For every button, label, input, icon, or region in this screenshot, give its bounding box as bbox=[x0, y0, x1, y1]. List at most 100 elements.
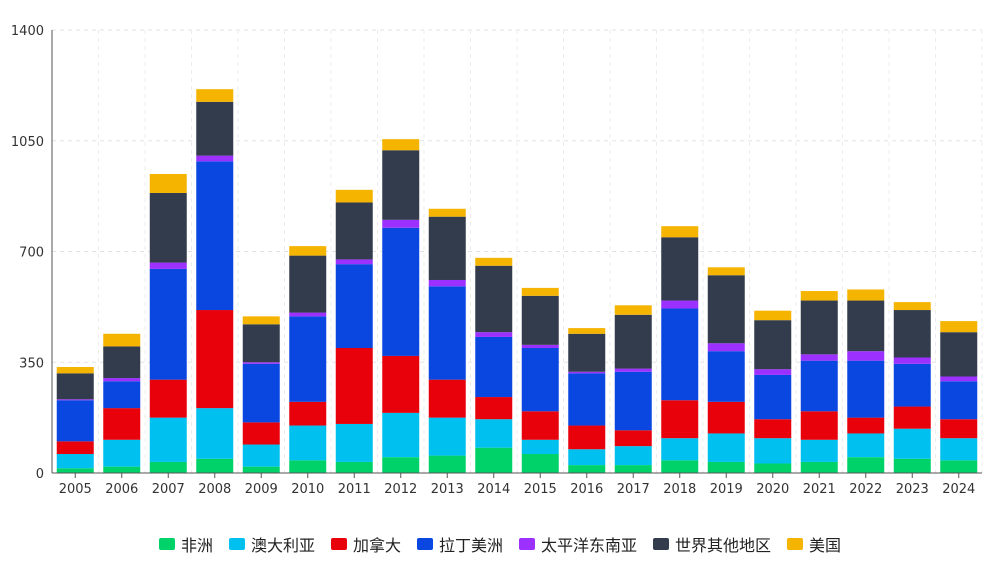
bar-segment bbox=[614, 305, 652, 315]
legend: 非洲 澳大利亚 加拿大 拉丁美洲 太平洋东南亚 世界其他地区 美国 bbox=[159, 536, 841, 555]
bar-segment bbox=[940, 419, 978, 439]
legend-label: 美国 bbox=[809, 536, 841, 555]
bar-segment bbox=[335, 259, 373, 265]
bar-segment bbox=[196, 89, 234, 102]
bar-segment bbox=[289, 255, 327, 313]
bar-segment bbox=[521, 348, 559, 412]
legend-item[interactable]: 世界其他地区 bbox=[653, 536, 771, 555]
bar-segment bbox=[335, 423, 373, 462]
bar-segment bbox=[568, 425, 606, 450]
bar-segment bbox=[56, 399, 94, 401]
bar-segment bbox=[56, 400, 94, 442]
x-tick-label: 2009 bbox=[245, 482, 278, 497]
legend-label: 拉丁美洲 bbox=[439, 536, 503, 555]
legend-item[interactable]: 加拿大 bbox=[331, 536, 401, 555]
bar-segment bbox=[614, 368, 652, 372]
legend-label: 加拿大 bbox=[353, 536, 401, 555]
x-tick-label: 2021 bbox=[803, 482, 836, 497]
bar-segment bbox=[614, 465, 652, 473]
legend-swatch bbox=[331, 538, 347, 550]
bar-segment bbox=[847, 360, 885, 418]
bar-segment bbox=[800, 411, 838, 440]
bar-segment bbox=[800, 360, 838, 412]
bar-segment bbox=[289, 246, 327, 256]
bar-segment bbox=[149, 192, 187, 263]
bar-segment bbox=[475, 397, 513, 420]
legend-item[interactable]: 美国 bbox=[787, 536, 841, 555]
bar-segment bbox=[521, 454, 559, 473]
legend-label: 太平洋东南亚 bbox=[541, 536, 637, 555]
bar-segment bbox=[149, 379, 187, 418]
bar-segment bbox=[382, 412, 420, 458]
bar-segment bbox=[568, 373, 606, 426]
x-tick-label: 2005 bbox=[59, 482, 92, 497]
bar-segment bbox=[847, 351, 885, 361]
bar-segment bbox=[614, 430, 652, 447]
bar-segment bbox=[428, 379, 466, 418]
bar-segment bbox=[707, 351, 745, 402]
bar-segment bbox=[661, 237, 699, 301]
bar-segment bbox=[103, 346, 141, 379]
legend-item[interactable]: 非洲 bbox=[159, 536, 213, 555]
x-tick-label: 2006 bbox=[105, 482, 138, 497]
y-tick-label: 350 bbox=[19, 356, 44, 371]
bar-segment bbox=[847, 417, 885, 434]
bar-segment bbox=[149, 417, 187, 462]
bar-segment bbox=[707, 275, 745, 344]
bar-segment bbox=[800, 439, 838, 462]
legend-item[interactable]: 太平洋东南亚 bbox=[519, 536, 637, 555]
bar-segment bbox=[940, 376, 978, 382]
x-tick-label: 2012 bbox=[384, 482, 417, 497]
bar-segment bbox=[475, 336, 513, 398]
x-tick-label: 2014 bbox=[477, 482, 510, 497]
bar-segment bbox=[521, 344, 559, 349]
bar-segment bbox=[847, 433, 885, 458]
bar-segment bbox=[242, 363, 280, 423]
bar-segment bbox=[289, 316, 327, 402]
bar-segment bbox=[847, 289, 885, 301]
bar-segment bbox=[289, 401, 327, 426]
x-tick-label: 2015 bbox=[524, 482, 557, 497]
bar-segment bbox=[103, 408, 141, 440]
y-tick-label: 1400 bbox=[11, 24, 44, 39]
bar-segment bbox=[242, 422, 280, 445]
bar-segment bbox=[940, 381, 978, 420]
bar-segment bbox=[196, 101, 234, 156]
bar-segment bbox=[893, 357, 931, 364]
legend-item[interactable]: 拉丁美洲 bbox=[417, 536, 503, 555]
bar-segment bbox=[149, 461, 187, 473]
bar-segment bbox=[521, 439, 559, 455]
bar-segment bbox=[661, 438, 699, 461]
legend-swatch bbox=[787, 538, 803, 550]
bar-segment bbox=[382, 139, 420, 151]
legend-label: 世界其他地区 bbox=[675, 536, 771, 555]
x-tick-label: 2018 bbox=[663, 482, 696, 497]
x-tick-label: 2013 bbox=[431, 482, 464, 497]
bar-segment bbox=[707, 461, 745, 473]
bar-segment bbox=[847, 457, 885, 473]
bar-segment bbox=[242, 444, 280, 467]
bar-segment bbox=[754, 438, 792, 464]
bar-segment bbox=[614, 314, 652, 369]
bar-segment bbox=[382, 150, 420, 220]
bar-segment bbox=[661, 460, 699, 473]
bar-segment bbox=[103, 378, 141, 382]
bar-segment bbox=[568, 449, 606, 466]
bar-segment bbox=[754, 463, 792, 473]
bar-segment bbox=[707, 267, 745, 276]
bar-segment bbox=[428, 279, 466, 287]
bar-segment bbox=[893, 428, 931, 459]
bar-segment bbox=[940, 460, 978, 473]
y-tick-label: 700 bbox=[19, 246, 44, 261]
x-tick-label: 2019 bbox=[710, 482, 743, 497]
legend-item[interactable]: 澳大利亚 bbox=[229, 536, 315, 555]
axes: 0 350 700 1050 1400 2005 2006 2007 2008 2009 2010 2… bbox=[11, 24, 982, 497]
bar-segment bbox=[335, 189, 373, 203]
bar-segment bbox=[521, 287, 559, 296]
bar-segment bbox=[475, 257, 513, 266]
bar-segment bbox=[242, 362, 280, 364]
bar-segment bbox=[56, 468, 94, 473]
x-tick-label: 2023 bbox=[896, 482, 929, 497]
bar-segment bbox=[893, 302, 931, 311]
